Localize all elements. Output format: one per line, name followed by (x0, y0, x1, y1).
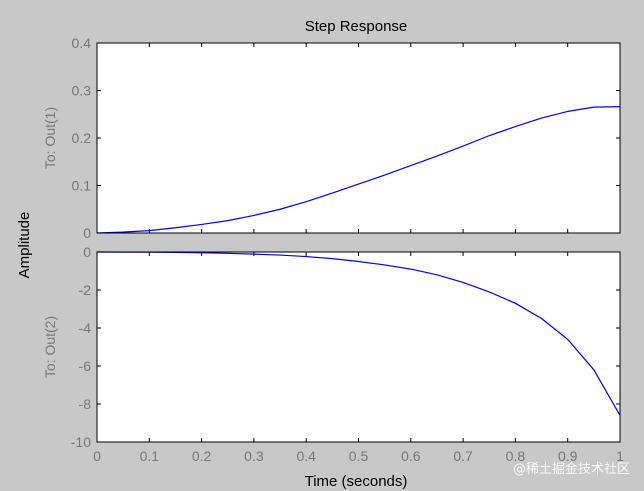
axes-frame-1 (96, 42, 621, 234)
y-tick-label: 0.1 (72, 178, 92, 194)
series-line-out2 (96, 251, 621, 416)
x-axis-label: Time (seconds) (305, 473, 408, 490)
y-tick-label: -4 (79, 320, 92, 336)
y-tick-label: 0 (83, 244, 91, 260)
x-tick-label: 1 (616, 448, 624, 464)
subplot-out2: 0 0.1 0.2 0.3 0.4 0.5 0.6 0.7 0.8 0.9 1 0 -2 -4 -6 -8 -1… (42, 244, 624, 464)
y-tick-label: -10 (71, 434, 91, 450)
y-tick-label: 0.4 (72, 35, 92, 51)
x-tick-label: 0.8 (506, 448, 526, 464)
axes-background-1 (97, 43, 620, 233)
axes-frame-2 (96, 251, 621, 443)
chart-title: Step Response (305, 18, 408, 35)
x-tick-label: 0.5 (349, 448, 369, 464)
x-tick-label: 0.2 (192, 448, 212, 464)
subplot-ylabel-out1: To: Out(1) (42, 107, 58, 169)
x-tick-label: 0.7 (453, 448, 473, 464)
x-tick-label: 0.1 (140, 448, 160, 464)
y-tick-label: 0.3 (72, 83, 92, 99)
y-tick-label: 0.2 (72, 130, 92, 146)
y-axis-label: Amplitude (16, 212, 33, 279)
y-tick-label: -2 (79, 282, 92, 298)
x-tick-label: 0.9 (558, 448, 578, 464)
subplot-out1: 0 0.1 0.2 0.3 0.4 To: Out(1) (42, 35, 621, 241)
x-tick-label: 0 (93, 448, 101, 464)
watermark-text: @稀土掘金技术社区 (512, 462, 630, 477)
subplot-ylabel-out2: To: Out(2) (42, 316, 58, 378)
axes-background-2 (97, 252, 620, 442)
y-tick-label: 0 (83, 225, 91, 241)
series-line-out1 (96, 106, 621, 234)
x-tick-label: 0.4 (296, 448, 316, 464)
y-tick-label: -8 (79, 396, 92, 412)
x-tick-label: 0.3 (244, 448, 264, 464)
y-tick-label: -6 (79, 358, 92, 374)
x-tick-label: 0.6 (401, 448, 421, 464)
